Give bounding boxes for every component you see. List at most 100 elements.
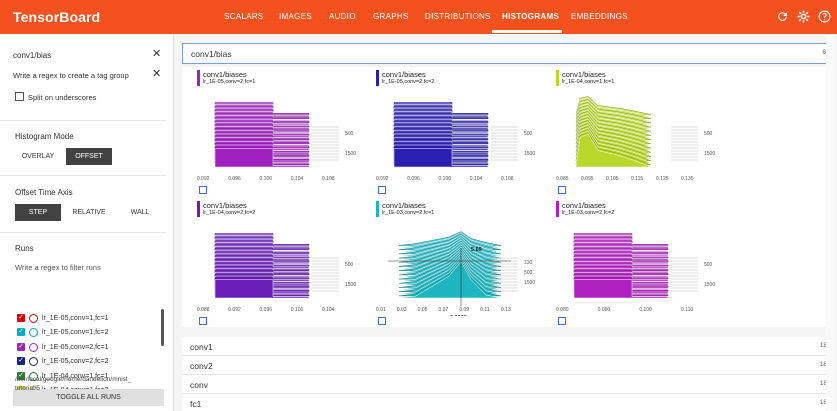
tab-histograms[interactable]: HISTOGRAMS <box>502 12 560 21</box>
tab-distributions[interactable]: DISTRIBUTIONS <box>425 12 491 21</box>
runs-scrollbar[interactable] <box>161 309 164 346</box>
card-run-label: lr_1E-03,conv=2,fc=1 <box>382 210 435 216</box>
fullscreen-expand-icon[interactable] <box>378 317 386 325</box>
run-checkbox[interactable]: ✓ <box>17 343 25 351</box>
x-tick-label: 0.095 <box>581 176 594 182</box>
histogram-chart[interactable]: 500 1500 0.088 0.092 0.096 0.100 0.104 <box>197 218 362 316</box>
settings-icon[interactable] <box>796 10 810 24</box>
tag-group-regex-input[interactable]: Write a regex to create a tag group <box>13 71 129 80</box>
x-tick-label: 0.104 <box>291 176 304 182</box>
clear-regex-close-icon[interactable]: ✕ <box>152 68 162 80</box>
run-item[interactable]: ✓ lr_1E-05,conv=1,fc=2 <box>17 326 109 338</box>
x-tick-label: 0.03 <box>397 307 407 313</box>
histogram-chart[interactable]: 500 1500 0.080 0.090 0.100 0.110 <box>556 218 721 316</box>
histogram-card: conv1/biases lr_1E-04,conv=2,fc=2 500 1500 0… <box>197 201 367 326</box>
run-color-bar <box>197 70 200 86</box>
group-name: conv <box>190 380 208 390</box>
tab-graphs[interactable]: GRAPHS <box>373 12 409 21</box>
group-count: 18 <box>819 380 827 387</box>
toggle-all-runs-button[interactable]: TOGGLE ALL RUNS <box>13 389 164 406</box>
x-tick-label: 0.080 <box>556 307 569 313</box>
x-tick-label: 0.108 <box>501 176 514 182</box>
x-tick-label: 0.100 <box>291 307 304 313</box>
y-tick-label: 1500 <box>345 151 356 157</box>
x-tick-label: 0.05 <box>418 307 428 313</box>
relative-button[interactable]: RELATIVE <box>72 209 106 216</box>
run-color-circle-icon <box>29 313 38 323</box>
group-header-conv[interactable]: conv 18 <box>182 375 833 394</box>
histogram-card: conv1/biases lr_1E-05,conv=2,fc=2 500 1500 0… <box>376 70 546 195</box>
split-underscores-checkbox[interactable] <box>15 92 24 101</box>
run-color-circle-icon <box>29 356 38 366</box>
card-title: conv1/biases <box>203 201 247 210</box>
run-checkbox[interactable]: ✓ <box>17 357 25 365</box>
group-count: 18 <box>819 399 827 406</box>
x-tick-label: 0.085 <box>556 176 569 182</box>
x-tick-label: 0.11 <box>480 307 490 313</box>
run-color-bar <box>197 201 200 217</box>
divider <box>0 120 166 121</box>
tab-scalars[interactable]: SCALARS <box>224 12 264 21</box>
x-tick-label: 0.104 <box>322 307 335 313</box>
clear-tag-filter-close-icon[interactable]: ✕ <box>152 48 162 60</box>
histogram-chart[interactable]: 500 1500 0.085 0.095 0.105 0.115 0.125 0.135 <box>556 87 721 185</box>
group-header-fc1[interactable]: fc1 18 <box>182 394 833 411</box>
x-tick-label: 0.135 <box>681 176 694 182</box>
x-tick-label: 0.090 <box>598 307 611 313</box>
fullscreen-expand-icon[interactable] <box>558 186 566 194</box>
run-label: lr_1E-05,conv=1,fc=1 <box>42 314 109 322</box>
run-color-bar <box>376 70 379 86</box>
run-item[interactable]: ✓ lr_1E-05,conv=1,fc=1 <box>17 312 109 324</box>
run-color-bar <box>556 201 559 217</box>
x-tick-label: 0.09 <box>459 307 469 313</box>
y-tick-label: 130 <box>524 260 533 266</box>
fullscreen-expand-icon[interactable] <box>199 317 207 325</box>
overlay-button[interactable]: OVERLAY <box>21 153 55 160</box>
tab-embeddings[interactable]: EMBEDDINGS <box>571 12 628 21</box>
fullscreen-expand-icon[interactable] <box>558 317 566 325</box>
help-icon[interactable] <box>817 10 831 24</box>
run-item[interactable]: ✓ lr_1E-05,conv=2,fc=1 <box>17 341 109 353</box>
group-count: 6 <box>822 49 826 56</box>
histogram-chart[interactable]: 130 500 1500 0.01 0.03 0.05 0.07 0.09 0.11 0.13 5.… <box>376 218 541 316</box>
histogram-slice <box>214 279 310 299</box>
histogram-card: conv1/biases lr_1E-03,conv=2,fc=2 500 1500 0… <box>556 201 726 326</box>
main-scrollbar[interactable] <box>826 35 835 411</box>
sidebar: conv1/bias ✕ Write a regex to create a t… <box>0 34 174 411</box>
run-filter-input[interactable]: Write a regex to filter runs <box>15 263 101 272</box>
fullscreen-expand-icon[interactable] <box>199 186 207 194</box>
card-title: conv1/biases <box>382 201 426 210</box>
tab-audio[interactable]: AUDIO <box>329 12 356 21</box>
x-tick-label: 0.100 <box>260 176 273 182</box>
run-color-bar <box>376 201 379 217</box>
histogram-chart[interactable]: 500 1500 0.092 0.096 0.100 0.104 0.108 <box>197 87 362 185</box>
x-tick-label: 0.096 <box>407 176 420 182</box>
card-title: conv1/biases <box>562 201 606 210</box>
group-header-conv2[interactable]: conv2 18 <box>182 356 833 375</box>
fullscreen-expand-icon[interactable] <box>378 186 386 194</box>
group-name: conv1/bias <box>191 49 232 59</box>
group-header-conv1-bias[interactable]: conv1/bias 6 <box>182 43 833 64</box>
histogram-chart[interactable]: 500 1500 0.092 0.096 0.100 0.104 0.108 <box>376 87 541 185</box>
y-tick-label: 500 <box>345 262 354 268</box>
hover-y-value: 5.69 <box>471 247 482 253</box>
wall-button[interactable]: WALL <box>130 209 150 216</box>
run-item[interactable]: ✓ lr_1E-04,conv=1,fc=1 <box>17 370 109 382</box>
run-checkbox[interactable]: ✓ <box>17 372 25 380</box>
refresh-icon[interactable] <box>775 10 789 24</box>
run-label: lr_1E-05,conv=2,fc=2 <box>42 357 109 365</box>
histogram-slice <box>393 148 489 168</box>
hover-x-value: 0.0968 <box>450 315 467 316</box>
group-count: 18 <box>819 361 827 368</box>
group-header-conv1[interactable]: conv1 18 <box>182 337 833 356</box>
tag-filter-input[interactable]: conv1/bias <box>13 51 52 60</box>
active-tab-indicator <box>492 30 562 33</box>
run-item[interactable]: ✓ lr_1E-05,conv=2,fc=2 <box>17 355 109 367</box>
run-checkbox[interactable]: ✓ <box>17 328 25 336</box>
card-run-label: lr_1E-04,conv=2,fc=2 <box>203 210 256 216</box>
offset-button[interactable]: OFFSET <box>66 148 112 165</box>
run-checkbox[interactable]: ✓ <box>17 314 25 322</box>
histogram-card: conv1/biases lr_1E-04,conv=1,fc=1 500 1500 0… <box>556 70 726 195</box>
tab-images[interactable]: IMAGES <box>279 12 312 21</box>
step-button[interactable]: STEP <box>15 204 61 221</box>
